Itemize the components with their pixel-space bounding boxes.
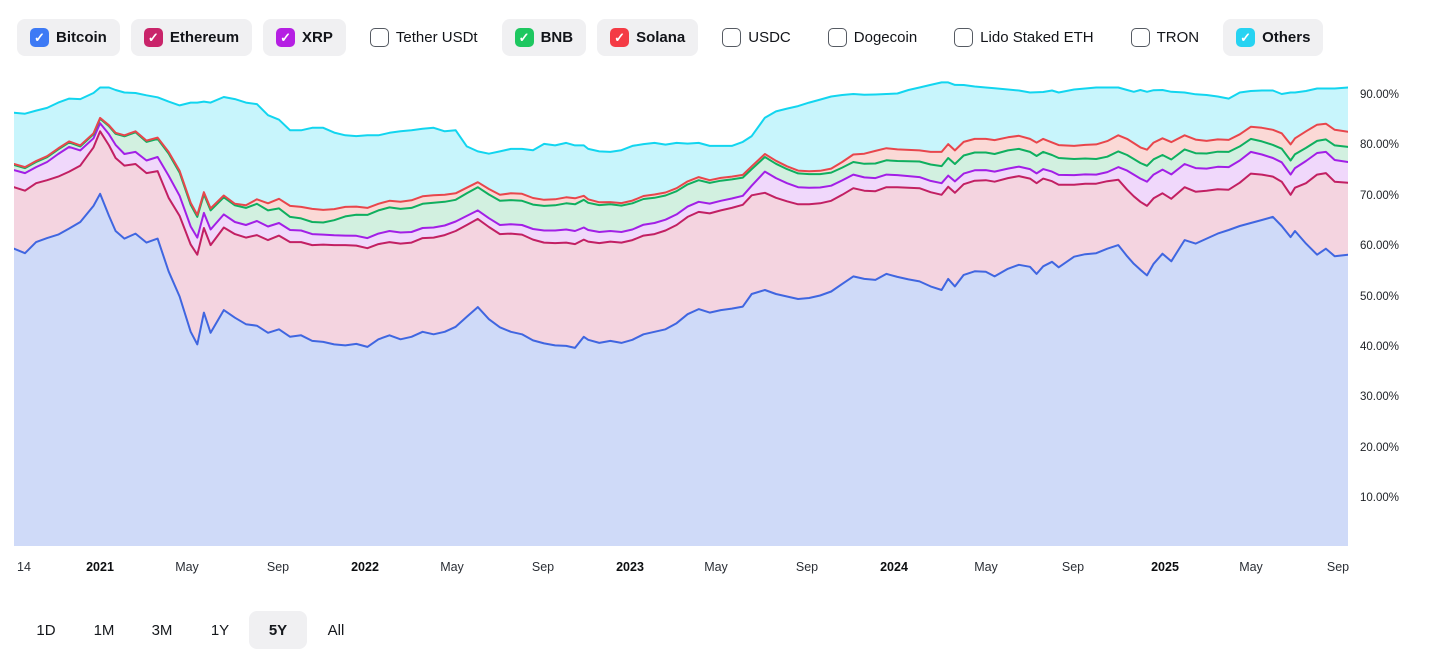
unchecked-checkbox-icon (1130, 27, 1150, 47)
checked-checkbox-icon: ✓ (30, 27, 49, 47)
x-axis-tick-label: May (704, 560, 728, 574)
legend-item-tron[interactable]: TRON (1118, 19, 1213, 56)
unchecked-checkbox-icon (827, 27, 847, 47)
area-fill-ethereum (14, 131, 1348, 348)
unchecked-checkbox-icon (722, 27, 742, 47)
y-axis-tick-label: 20.00% (1360, 441, 1400, 454)
y-axis-tick-label: 40.00% (1360, 340, 1400, 353)
chart-area: 90.00% 80.00% 70.00% 60.00% 50.00% 40.00% 30.0… (14, 70, 1400, 574)
legend-item-label: Tether USDt (395, 28, 478, 46)
checked-checkbox-icon: ✓ (1236, 27, 1256, 47)
x-axis-tick-label: 2021 (86, 560, 114, 574)
range-button-5y[interactable]: 5Y (249, 611, 307, 649)
area-fill-solana (14, 117, 1348, 223)
x-axis-tick-label: May (1239, 560, 1263, 574)
area-fill-bitcoin (14, 193, 1348, 546)
legend-item-label: XRP (302, 28, 333, 46)
legend-item-label: Dogecoin (853, 28, 918, 46)
series-line-solana (14, 116, 1348, 216)
legend-item-solana[interactable]: ✓ Solana (597, 18, 699, 56)
x-axis-tick-label: 14 (17, 560, 31, 574)
x-axis-tick-label: Sep (795, 560, 819, 574)
time-range-selector: 1D 1M 3M 1Y 5Y All (17, 611, 365, 649)
legend-item-dogecoin[interactable]: Dogecoin (815, 19, 930, 56)
legend-item-tether-usdt[interactable]: Tether USDt (357, 19, 491, 56)
legend-item-label: BNB (540, 28, 574, 46)
unchecked-checkbox-icon (369, 27, 389, 47)
area-fill-others (14, 82, 1348, 215)
legend-item-bitcoin[interactable]: ✓ Bitcoin (17, 18, 120, 56)
y-axis-tick-label: 70.00% (1360, 189, 1400, 202)
y-axis-tick-label: 30.00% (1360, 391, 1400, 404)
legend-item-label: TRON (1156, 28, 1200, 46)
asset-legend: ✓ Bitcoin ✓ Ethereum ✓ XRP Tether USDt ✓ BNB ✓ Sol… (17, 18, 1324, 56)
legend-item-label: Others (1262, 28, 1311, 46)
legend-item-label: Solana (636, 28, 686, 46)
range-button-all[interactable]: All (307, 611, 365, 649)
checked-checkbox-icon: ✓ (143, 27, 163, 47)
range-button-3m[interactable]: 3M (133, 611, 191, 649)
x-axis-tick-label: 2022 (351, 560, 379, 574)
y-axis-tick-label: 10.00% (1360, 492, 1400, 504)
legend-item-usdc[interactable]: USDC (709, 19, 804, 56)
legend-item-xrp[interactable]: ✓ XRP (263, 18, 346, 56)
legend-item-label: Bitcoin (56, 28, 107, 46)
legend-item-lido-staked-eth[interactable]: Lido Staked ETH (941, 19, 1106, 56)
x-axis-tick-label: 2023 (616, 560, 644, 574)
dominance-stacked-area-chart[interactable] (14, 70, 1348, 546)
x-axis-tick-label: Sep (1326, 560, 1350, 574)
x-axis-tick-label: May (440, 560, 464, 574)
legend-item-label: USDC (748, 28, 791, 46)
legend-item-ethereum[interactable]: ✓ Ethereum (130, 18, 253, 56)
legend-item-label: Lido Staked ETH (980, 28, 1094, 46)
checked-checkbox-icon: ✓ (610, 27, 630, 47)
range-button-1y[interactable]: 1Y (191, 611, 249, 649)
y-axis-tick-label: 50.00% (1360, 290, 1400, 303)
x-axis-tick-label: 2024 (880, 560, 908, 574)
legend-item-label: Ethereum (169, 28, 240, 46)
checked-checkbox-icon: ✓ (276, 27, 296, 47)
x-axis-tick-label: May (974, 560, 998, 574)
checked-checkbox-icon: ✓ (514, 27, 534, 47)
legend-item-others[interactable]: ✓ Others (1223, 18, 1324, 56)
unchecked-checkbox-icon (954, 27, 974, 47)
x-axis-tick-label: Sep (1061, 560, 1085, 574)
series-line-xrp (14, 122, 1348, 240)
range-button-1m[interactable]: 1M (75, 611, 133, 649)
y-axis-tick-label: 80.00% (1360, 139, 1400, 152)
x-axis-tick-label: Sep (266, 560, 290, 574)
series-line-ethereum (14, 130, 1348, 256)
y-axis-tick-label: 60.00% (1360, 240, 1400, 253)
y-axis-tick-label: 90.00% (1360, 89, 1400, 101)
x-axis-tick-label: May (175, 560, 199, 574)
range-button-1d[interactable]: 1D (17, 611, 75, 649)
x-axis-tick-label: Sep (531, 560, 555, 574)
legend-item-bnb[interactable]: ✓ BNB (501, 18, 587, 56)
series-line-bitcoin (14, 192, 1348, 349)
x-axis-tick-label: 2025 (1151, 560, 1179, 574)
series-line-bnb (14, 117, 1348, 224)
series-line-others (14, 81, 1348, 155)
